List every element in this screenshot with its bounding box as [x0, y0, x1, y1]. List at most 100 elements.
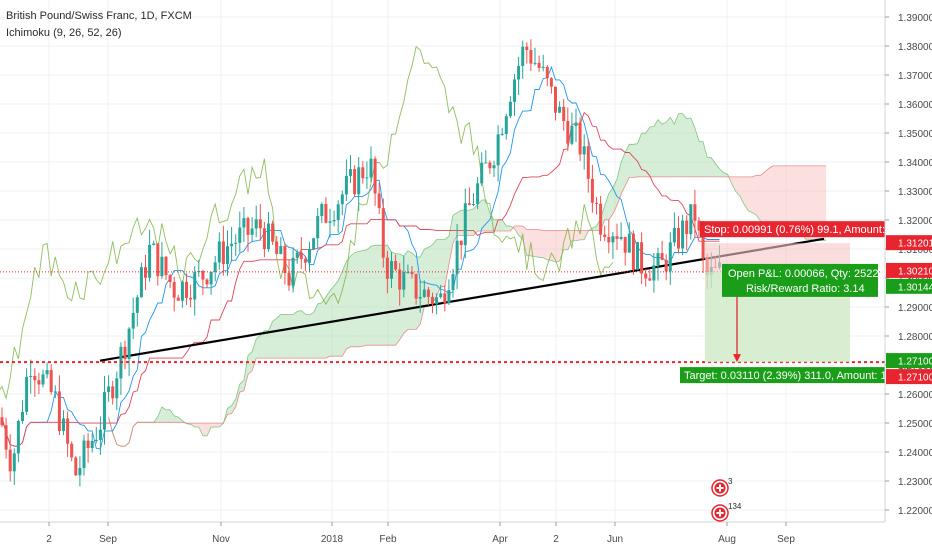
candle-down	[123, 346, 127, 359]
candle-down	[172, 282, 176, 298]
chart-legend: British Pound/Swiss Franc, 1D, FXCM Ichi…	[6, 8, 192, 42]
candle-up	[152, 243, 156, 245]
candle-up	[62, 418, 65, 432]
candle-down	[607, 236, 611, 243]
candle-down	[205, 279, 209, 285]
stop-label-text: Stop: 0.00991 (0.76%) 99.1, Amount: 75	[704, 224, 900, 236]
senkou-span-a	[108, 113, 827, 447]
candle-down	[168, 275, 172, 283]
candle-down	[701, 230, 705, 259]
cloud-segment	[690, 117, 695, 177]
cloud-segment	[530, 229, 535, 257]
cloud-segment	[321, 296, 326, 359]
candle-up	[226, 246, 229, 265]
price-tick-label: 1.31000	[898, 245, 932, 256]
cloud-segment	[797, 165, 802, 234]
cloud-segment	[678, 113, 683, 177]
cloud-segment	[793, 165, 798, 233]
price-tick-label: 1.29000	[898, 303, 932, 314]
candle-up	[504, 116, 508, 134]
candle-down	[299, 252, 303, 260]
candle-down	[86, 440, 90, 448]
candle-up	[439, 293, 443, 298]
indicator-label[interactable]: Ichimoku (9, 26, 52, 26)	[6, 27, 122, 39]
candle-up	[308, 248, 311, 263]
candle-up	[82, 440, 86, 469]
target-label-bg	[680, 367, 885, 384]
candle-up	[209, 271, 213, 285]
event-flag-cross-h	[716, 487, 724, 489]
candle-up	[541, 66, 545, 68]
candle-up	[340, 194, 344, 205]
cloud-segment	[371, 245, 376, 346]
price-level-badge-bg	[886, 353, 932, 369]
candle-down	[385, 257, 389, 279]
candle-up	[611, 236, 615, 243]
price-tick-label: 1.34000	[898, 158, 932, 169]
candle-down	[394, 261, 398, 270]
cloud-segment	[235, 384, 240, 407]
cloud-segment	[252, 339, 257, 371]
candle-up	[570, 125, 574, 144]
cloud-segment	[653, 119, 658, 177]
candle-up	[98, 429, 102, 440]
candle-up	[94, 439, 98, 442]
cloud-segment	[703, 141, 708, 177]
price-level-badge-bg	[886, 262, 932, 278]
cloud-segment	[543, 230, 548, 260]
cloud-segment	[166, 409, 171, 423]
cloud-segment	[748, 176, 753, 213]
candle-down	[353, 169, 357, 195]
event-markers[interactable]: 3 134	[711, 477, 742, 522]
candle-down	[459, 240, 463, 246]
cloud-segment	[789, 165, 794, 233]
candle-up	[21, 411, 24, 422]
candle-up	[180, 281, 184, 301]
candle-up	[484, 162, 488, 164]
price-level-badge-text: 1.30210	[898, 266, 932, 277]
cloud-segment	[280, 314, 285, 359]
candle-up	[29, 375, 33, 377]
candle-down	[525, 46, 529, 51]
candle-down	[361, 167, 365, 179]
cloud-segment	[412, 252, 417, 330]
candle-down	[603, 234, 607, 237]
price-level-badge: 1.27100	[886, 353, 932, 369]
candle-up	[672, 227, 676, 243]
candle-up	[103, 392, 106, 430]
candle-down	[377, 193, 381, 209]
cloud-segment	[670, 117, 675, 177]
symbol-title[interactable]: British Pound/Swiss Franc, 1D, FXCM	[6, 10, 192, 22]
candle-down	[262, 228, 266, 250]
candle-down	[37, 380, 41, 385]
cloud-segment	[744, 176, 749, 211]
cloud-segment	[707, 157, 712, 177]
candle-up	[279, 246, 283, 254]
cloud-segment	[682, 113, 687, 177]
event-flag-icon: 134	[711, 502, 742, 522]
target-label: Target: 0.03110 (2.39%) 311.0, Amount: 1…	[680, 367, 899, 384]
candle-up	[513, 79, 516, 102]
cloud-segment	[264, 330, 269, 359]
cloud-segment	[161, 406, 166, 423]
candle-down	[283, 246, 287, 273]
short-position-tool[interactable]: Stop: 0.00991 (0.76%) 99.1, Amount: 75 Op…	[680, 221, 900, 384]
pnl-arrow-head	[733, 354, 741, 363]
cloud-segment	[211, 423, 216, 428]
time-tick-label: 2	[553, 534, 559, 545]
candle-up	[90, 441, 94, 448]
candle-up	[652, 265, 656, 281]
cloud-segment	[637, 133, 642, 177]
candle-down	[373, 158, 377, 194]
time-tick-label: Apr	[492, 534, 508, 545]
candle-down	[660, 253, 664, 260]
candle-up	[250, 228, 254, 235]
cloud-segment	[526, 229, 531, 256]
event-flag-icon: 3	[711, 477, 733, 497]
candle-down	[33, 375, 37, 381]
candle-down	[631, 233, 635, 270]
price-level-badge-text: 1.27100	[898, 373, 932, 384]
candle-up	[402, 272, 406, 290]
cloud-segment	[801, 165, 806, 240]
